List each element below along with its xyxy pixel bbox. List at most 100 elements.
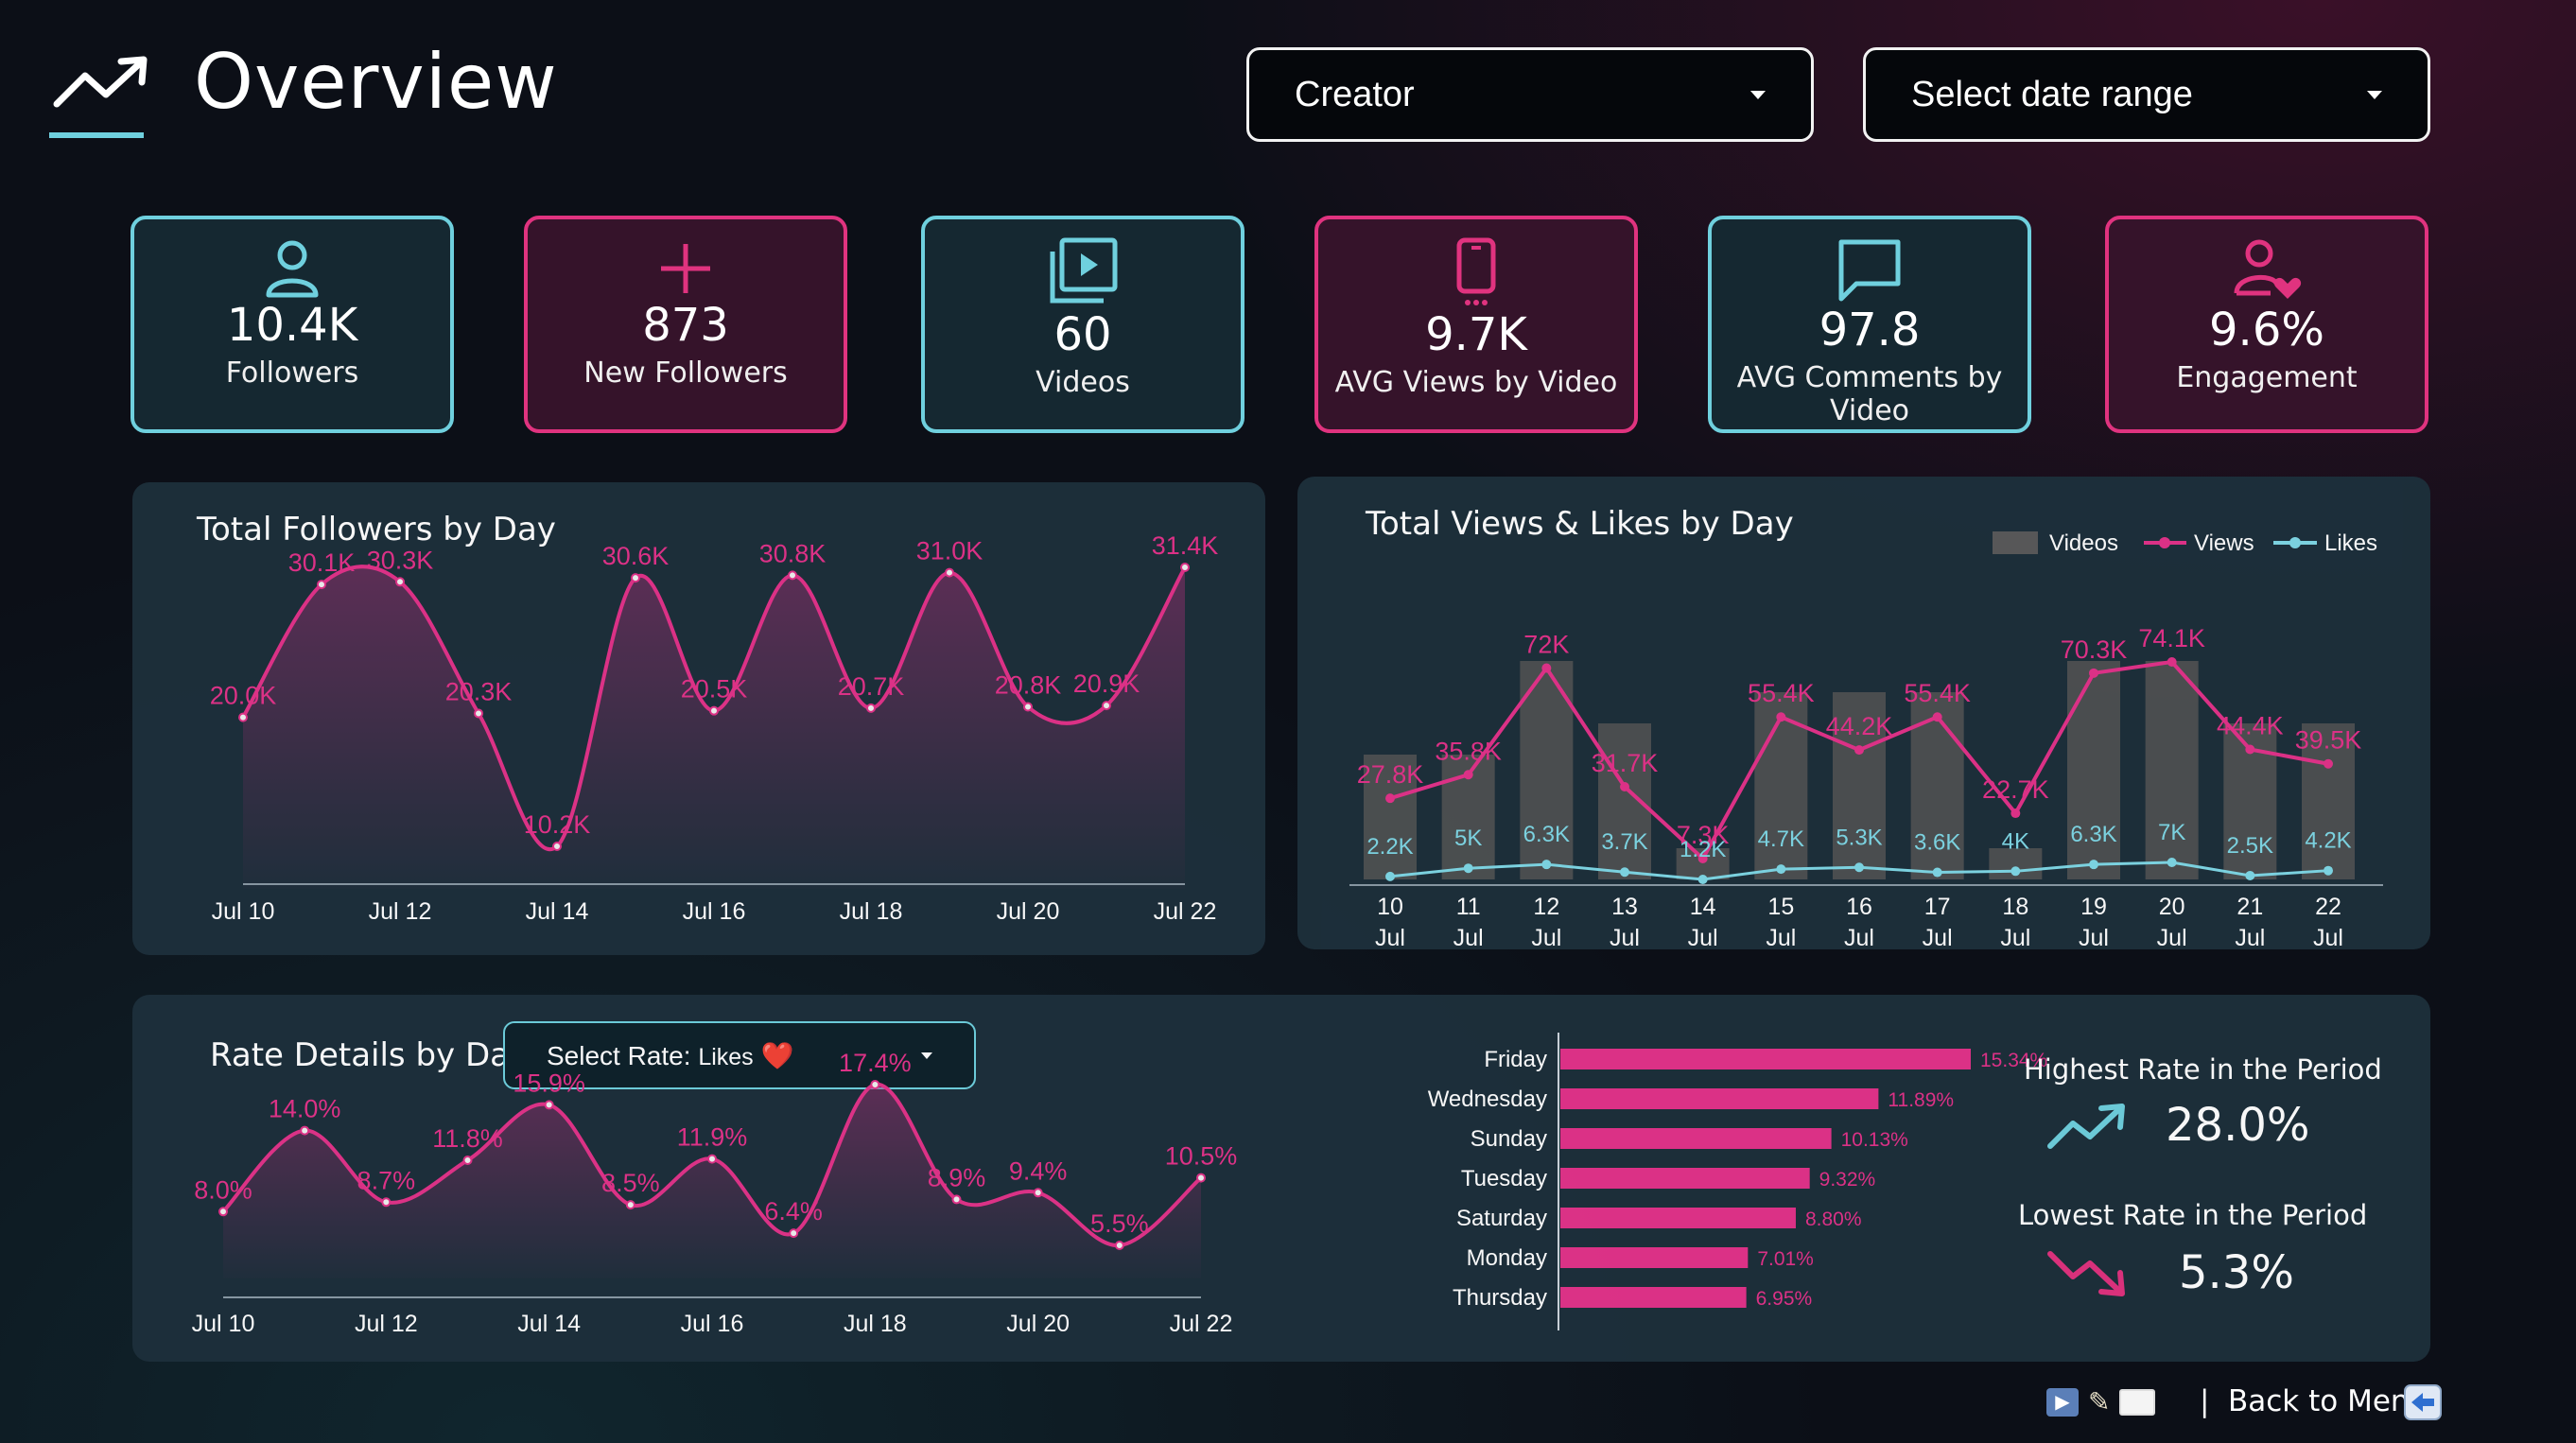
weekday-rate-bar <box>1560 1128 1832 1149</box>
data-label: 8.9% <box>928 1163 986 1191</box>
data-point <box>552 842 562 851</box>
x-tick-day: 11 <box>1456 894 1481 920</box>
x-tick-day: 14 <box>1690 894 1716 920</box>
weekday-rate-bar <box>1560 1208 1796 1228</box>
x-tick-label: Jul 20 <box>997 898 1060 925</box>
data-point <box>631 573 640 583</box>
x-tick-month: Jul <box>1844 925 1874 949</box>
data-point <box>1180 563 1190 572</box>
views-label: 44.2K <box>1826 712 1893 740</box>
data-label: 8.0% <box>194 1175 252 1204</box>
data-point <box>951 1194 962 1205</box>
data-point <box>945 567 954 578</box>
weekday-rate-value: 10.13% <box>1841 1129 1908 1151</box>
legend-likes-marker <box>2289 537 2301 548</box>
rate-select-label: Select Rate: Likes ❤️ <box>547 1040 793 1071</box>
views-point <box>2167 657 2177 667</box>
kpi-label: Videos <box>1036 365 1130 399</box>
likes-point <box>2089 860 2098 870</box>
plus-icon <box>661 244 710 293</box>
date-range-dropdown[interactable]: Select date range <box>1863 47 2430 142</box>
area-fill <box>243 566 1185 889</box>
views-point <box>2010 808 2021 819</box>
weekday-rate-bar <box>1560 1049 1971 1069</box>
legend-videos: Videos <box>2049 530 2118 556</box>
data-label: 15.9% <box>513 1069 585 1097</box>
data-label: 5.5% <box>1090 1209 1149 1238</box>
views-point <box>2245 744 2255 755</box>
pen-icon[interactable]: ✎ <box>2088 1387 2111 1417</box>
weekday-rate-value: 6.95% <box>1756 1288 1813 1310</box>
followers-chart-panel: Total Followers by Day 20.0K 30.1K 30.3K 20… <box>132 482 1265 955</box>
highest-rate-value: 28.0% <box>2166 1099 2310 1152</box>
data-label: 20.0K <box>210 682 277 710</box>
views-label: 72K <box>1523 631 1569 659</box>
rate-select-dropdown[interactable]: Select Rate: Likes ❤️ <box>503 1021 976 1089</box>
video-count-bar <box>2067 661 2120 879</box>
weekday-rate-bar <box>1560 1287 1747 1308</box>
data-point <box>1023 702 1033 712</box>
weekday-rate-bar <box>1560 1168 1810 1189</box>
user-icon <box>266 240 319 298</box>
trend-down-icon <box>2047 1251 2125 1296</box>
legend-videos-swatch <box>1993 531 2038 554</box>
likes-point <box>1697 875 1708 884</box>
kpi-value: 10.4K <box>226 299 358 352</box>
rate-select-value: Likes <box>698 1043 754 1070</box>
followers-chart: 20.0K 30.1K 30.3K 20.3K 10.2K 30.6K 20.5K 30.8K… <box>210 531 1219 925</box>
likes-point <box>1385 871 1395 881</box>
kpi-new-followers: 873 New Followers <box>524 216 847 433</box>
kpi-avg-views: 9.7K AVG Views by Video <box>1314 216 1638 433</box>
likes-label: 5K <box>1454 826 1482 851</box>
x-tick-day: 18 <box>2002 894 2028 920</box>
data-point <box>474 708 483 719</box>
data-point <box>709 705 719 716</box>
data-label: 20.8K <box>995 671 1062 700</box>
likes-point <box>1854 862 1864 873</box>
trend-up-icon <box>2047 1104 2125 1149</box>
x-tick-day: 16 <box>1846 894 1872 920</box>
data-point <box>707 1154 717 1164</box>
likes-label: 5.3K <box>1836 825 1882 850</box>
x-tick-label: Jul 20 <box>1006 1311 1070 1337</box>
likes-label: 6.3K <box>1523 822 1570 847</box>
data-label: 9.4% <box>1009 1156 1068 1185</box>
likes-label: 3.6K <box>1914 830 1960 856</box>
rate-select-prefix: Select Rate: <box>547 1040 691 1070</box>
data-point <box>218 1207 228 1217</box>
data-label: 20.7K <box>838 672 905 701</box>
views-point <box>2089 668 2098 678</box>
kpi-label: AVG Views by Video <box>1334 365 1618 399</box>
video-icon[interactable]: ▶ <box>2046 1387 2079 1417</box>
heart-icon: ❤️ <box>760 1040 794 1070</box>
back-arrow-icon[interactable] <box>2404 1384 2442 1420</box>
x-tick-month: Jul <box>1766 925 1796 949</box>
creator-dropdown[interactable]: Creator <box>1246 47 1814 142</box>
data-point <box>1114 1241 1124 1250</box>
views-label: 44.4K <box>2217 711 2284 739</box>
video-play-icon <box>1050 237 1118 304</box>
book-icon[interactable] <box>2119 1388 2156 1416</box>
x-tick-month: Jul <box>1610 925 1640 949</box>
highest-rate-label: Highest Rate in the Period <box>2024 1053 2382 1086</box>
x-tick-day: 15 <box>1767 894 1794 920</box>
rate-panel: Rate Details by Day Select Rate: Likes ❤… <box>132 995 2430 1362</box>
likes-point <box>2167 858 2177 867</box>
kpi-avg-comments: 97.8 AVG Comments by Video <box>1708 216 2031 433</box>
x-tick-month: Jul <box>2157 925 2187 949</box>
likes-point <box>2324 865 2333 876</box>
weekday-label: Wednesday <box>1428 1087 1547 1112</box>
back-to-menu-link[interactable]: Back to Menu <box>2228 1384 2428 1418</box>
weekday-rate-chart: Friday 15.34% Wednesday 11.89% Sunday 10.13% T… <box>1428 1033 2047 1330</box>
likes-point <box>1463 863 1473 874</box>
views-label: 7.3K <box>1677 821 1730 849</box>
data-label: 20.9K <box>1073 669 1140 698</box>
views-label: 55.4K <box>1748 679 1815 707</box>
views-label: 39.5K <box>2295 726 2362 755</box>
x-tick-day: 22 <box>2315 894 2341 920</box>
likes-point <box>1541 860 1552 870</box>
views-point <box>1463 770 1473 780</box>
x-tick-month: Jul <box>2313 925 2343 949</box>
footer-separator: | <box>2200 1384 2210 1418</box>
data-label: 11.9% <box>677 1123 748 1152</box>
